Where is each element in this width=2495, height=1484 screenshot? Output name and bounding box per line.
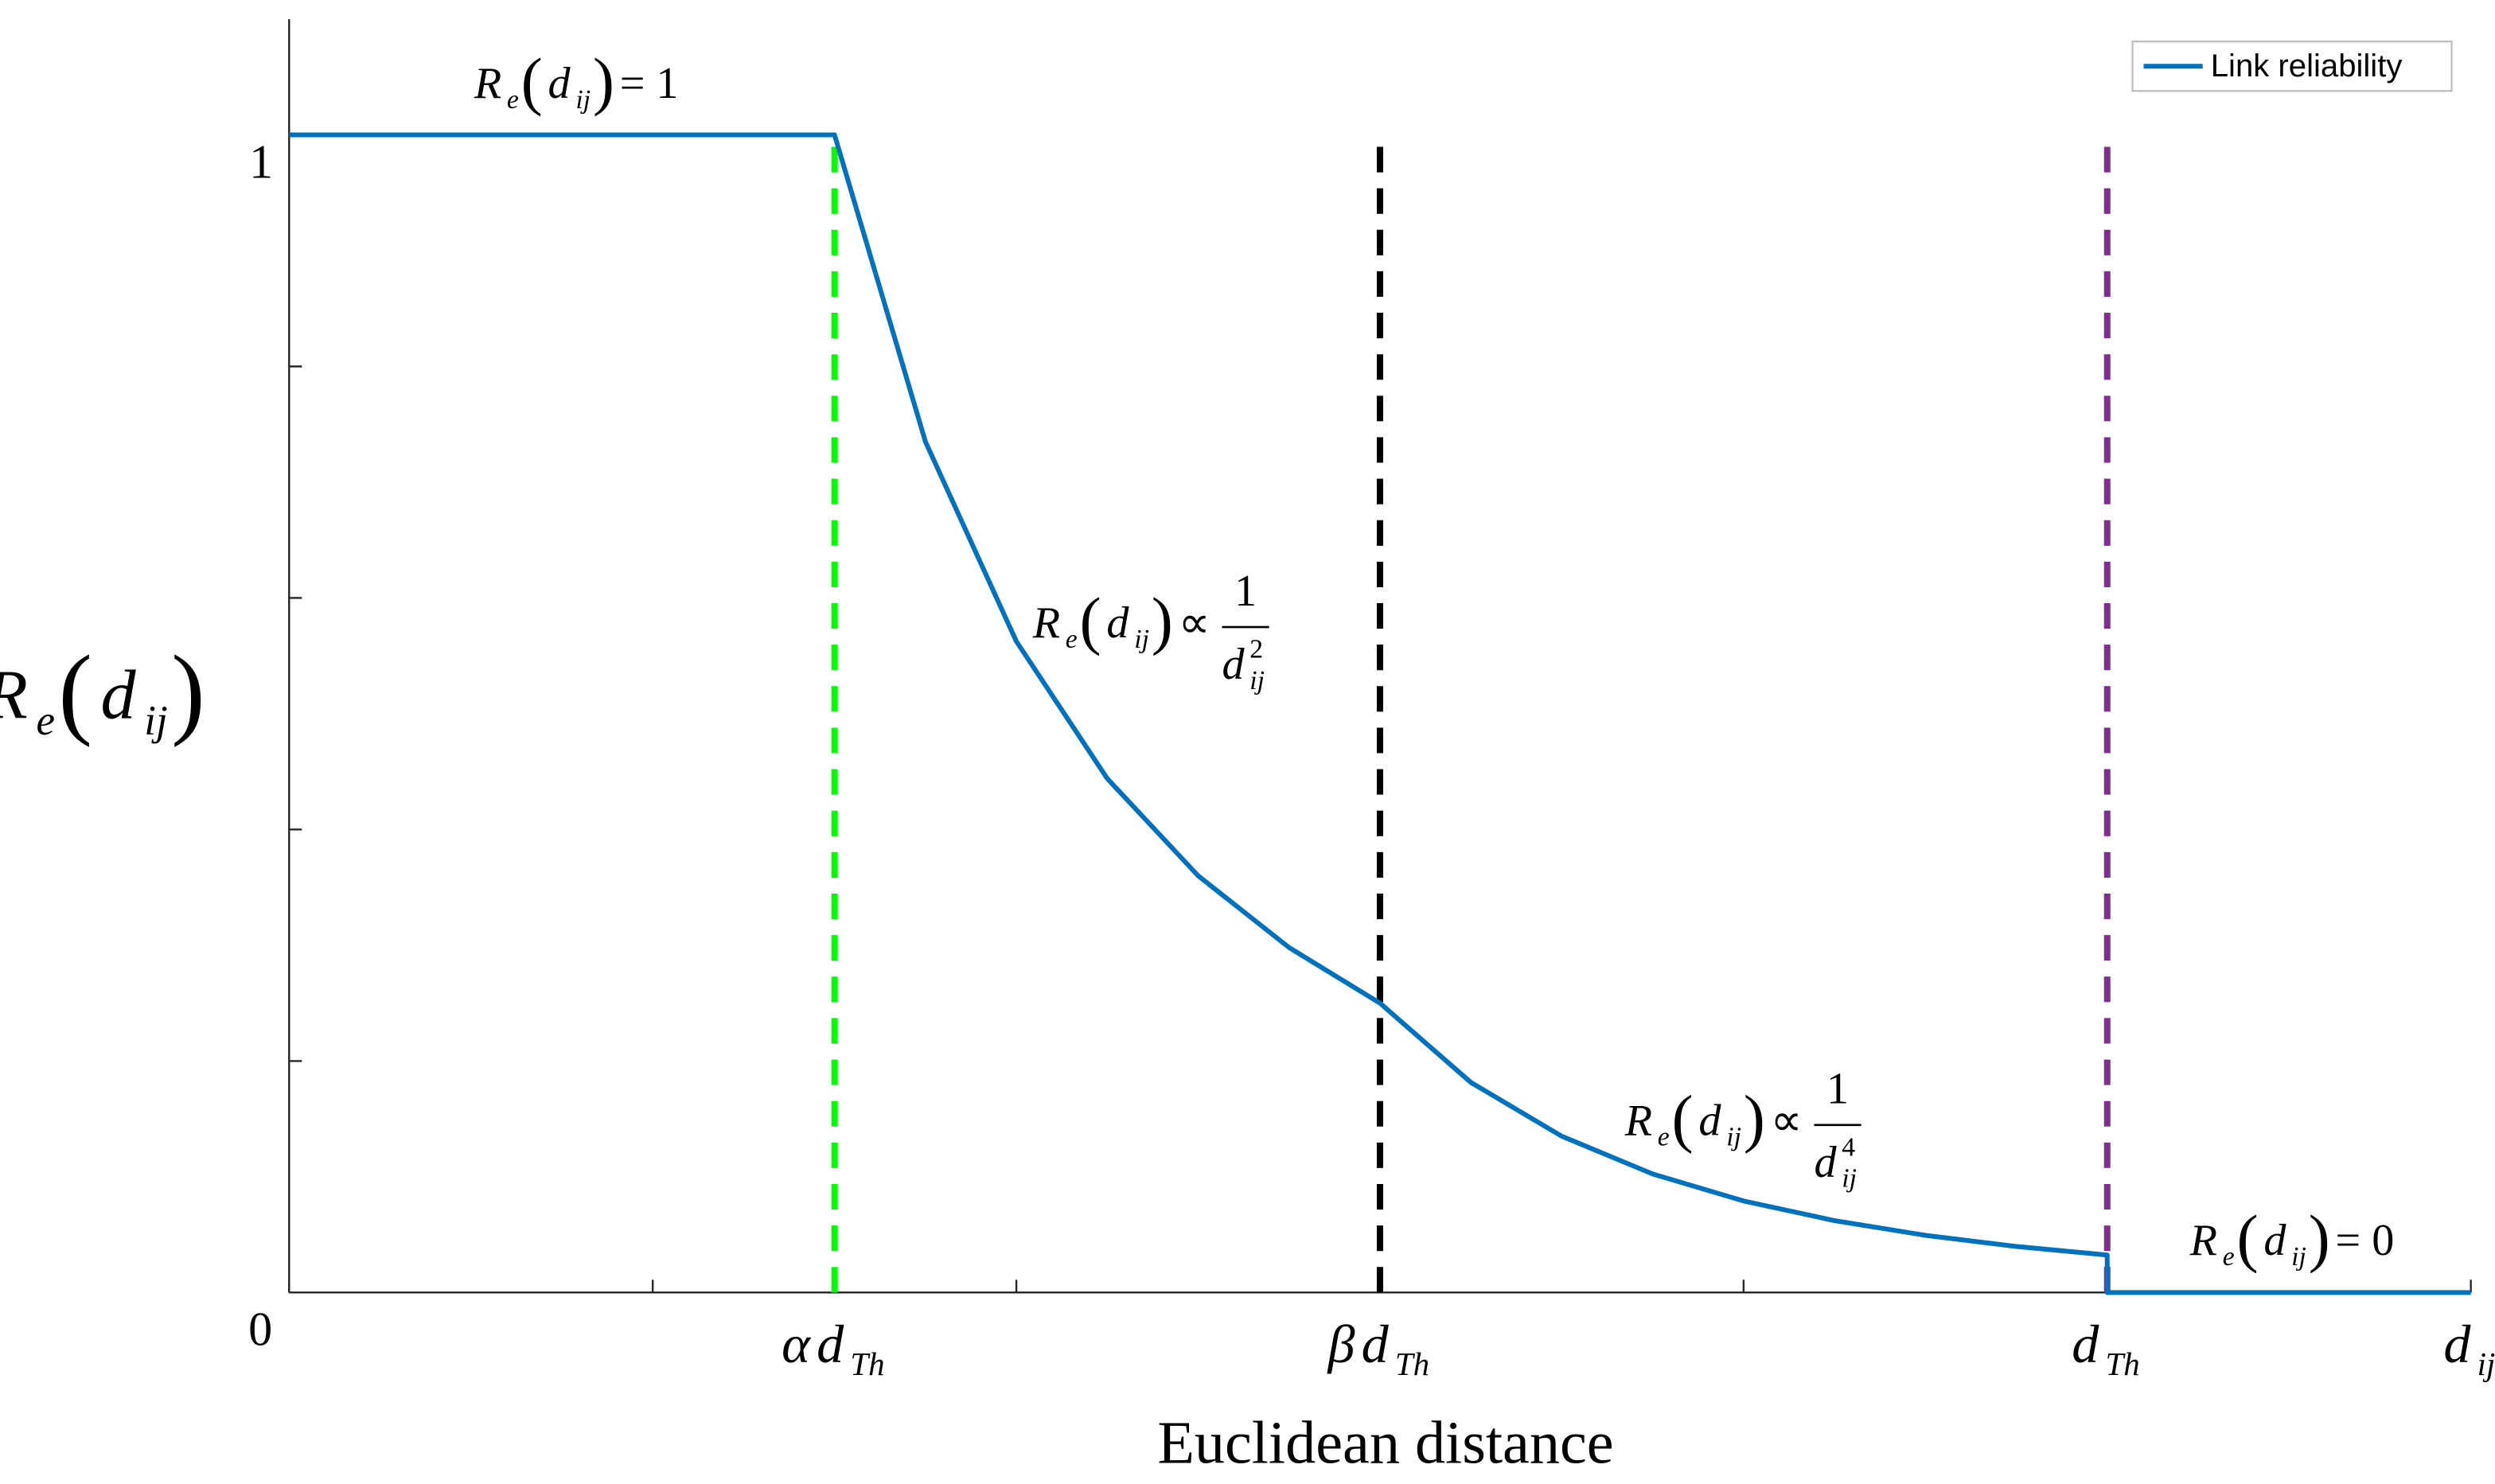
legend-label: Link reliability [2211,49,2403,84]
math-part: ij [1249,666,1265,695]
math-part: e [507,85,519,115]
math-part: R [0,656,28,734]
math-part: ij [1842,1164,1857,1194]
x-tick-label: d ij [2443,1314,2495,1382]
math-part: ( [521,45,543,117]
math-part: Th [850,1346,884,1382]
math-part: ( [1080,584,1101,656]
fraction-numerator: 1 [1826,1065,1849,1114]
y-axis-label: Re(dij) [0,635,205,748]
math-part: 4 [1842,1132,1855,1162]
math-part: ij [1134,625,1149,654]
x-tick-label: β d Th [1326,1314,1429,1382]
math-part: d [548,59,571,108]
fraction: 1 [1222,567,1269,629]
fraction: 1 [1814,1065,1862,1127]
fraction-numerator: 1 [1234,567,1257,616]
math-part: d [817,1314,844,1374]
math-part: ) [2309,1202,2330,1274]
math-part: d [2072,1314,2099,1374]
math-part: ∝ [1179,598,1210,648]
math-part: ( [1672,1081,1694,1154]
math-part: ij [2291,1242,2306,1272]
math-part: ∝ [1771,1096,1803,1146]
y-tick-label: 1 [249,135,273,189]
math-part: Th [1395,1346,1429,1382]
math-part: ij [575,85,591,115]
math-part: e [1658,1122,1670,1151]
math-part: Th [2106,1346,2140,1382]
math-part: R [1032,598,1060,648]
math-part: ) [171,635,205,748]
math-part: e [2223,1242,2235,1272]
math-part: β [1326,1314,1355,1374]
math-part: ij [1726,1122,1741,1151]
math-part: ( [58,635,92,748]
math-part: d [1362,1314,1390,1374]
math-part: ij [144,698,167,744]
math-part: d [2263,1216,2286,1265]
math-part: ) [593,45,614,117]
math-part: R [2189,1216,2217,1265]
math-part: ( [2236,1202,2258,1274]
math-part: ) [1152,584,1173,656]
x-tick-label: α d Th [782,1314,884,1382]
math-part: e [1066,625,1078,654]
math-part: = 0 [2336,1216,2395,1265]
math-part: d [1106,598,1129,648]
math-part: d [101,656,137,734]
math-part: α [782,1314,811,1374]
math-part: d [1222,640,1245,689]
math-part: ij [2477,1346,2495,1382]
x-tick-label: 0 [248,1303,272,1356]
math-part: d [2443,1314,2471,1374]
fraction-denominator: d ij4 [1814,1132,1857,1193]
x-tick-label: d Th [2072,1314,2139,1382]
math-part: = 1 [620,59,679,108]
fraction-denominator: d ij2 [1222,635,1265,695]
math-part: 2 [1249,635,1263,664]
math-part: ) [1744,1081,1765,1154]
math-part: R [1624,1096,1652,1146]
math-part: d [1698,1096,1721,1146]
series-line [289,132,2471,1295]
math-part: d [1814,1138,1837,1187]
math-part: R [474,59,501,108]
math-part: e [36,698,55,744]
x-axis-label: Euclidean distance [1157,1409,1613,1476]
